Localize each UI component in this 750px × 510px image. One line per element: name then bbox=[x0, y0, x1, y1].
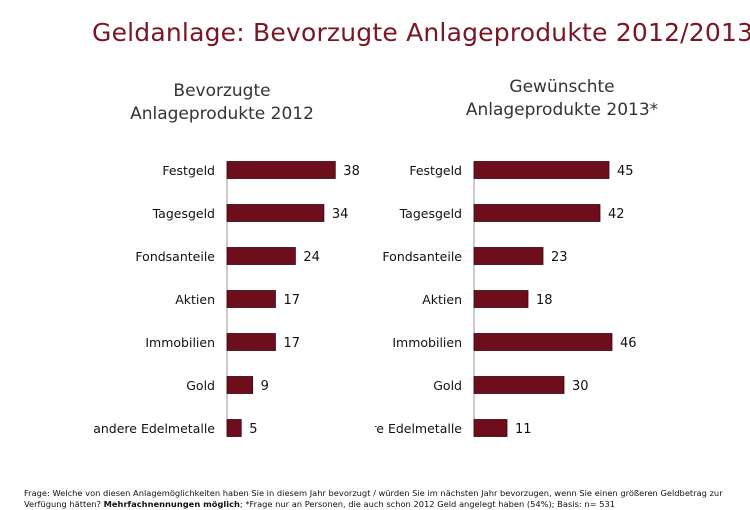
value-label-2013: 18 bbox=[536, 293, 553, 308]
category-label-2012: andere Edelmetalle bbox=[93, 421, 215, 436]
value-label-2012: 17 bbox=[283, 293, 300, 308]
value-label-2012: 5 bbox=[249, 422, 257, 437]
bar-2013 bbox=[473, 419, 508, 437]
value-label-2012: 38 bbox=[343, 164, 360, 179]
footnote-text-end: ; *Frage nur an Personen, die auch schon… bbox=[239, 499, 616, 509]
chart-subtitle-2013: Gewünschte Anlageprodukte 2013* bbox=[452, 76, 672, 122]
value-label-2013: 11 bbox=[515, 422, 532, 437]
category-label-2012: Gold bbox=[186, 378, 215, 393]
value-label-2012: 24 bbox=[303, 250, 320, 265]
bar-2012 bbox=[226, 161, 336, 179]
value-label-2013: 45 bbox=[617, 164, 634, 179]
value-label-2012: 17 bbox=[283, 336, 300, 351]
bar-2013 bbox=[473, 333, 613, 351]
category-label-2012: Festgeld bbox=[162, 163, 215, 178]
bar-2012 bbox=[226, 333, 276, 351]
category-label-2012: Fondsanteile bbox=[135, 249, 215, 264]
chart-subtitle-2012-line-2: Anlageprodukte 2012 bbox=[130, 104, 314, 124]
value-label-2013: 42 bbox=[608, 207, 625, 222]
chart-subtitle-2012: Bevorzugte Anlageprodukte 2012 bbox=[112, 80, 332, 126]
footnote: Frage: Welche von diesen Anlagemöglichke… bbox=[24, 488, 739, 510]
category-label-2013: Fondsanteile bbox=[382, 249, 462, 264]
bar-2013 bbox=[473, 247, 544, 265]
category-label-2013: Aktien bbox=[422, 292, 462, 307]
footnote-bold-text: Mehrfachnennungen möglich bbox=[103, 499, 240, 509]
value-label-2012: 9 bbox=[261, 379, 269, 394]
bar-2013 bbox=[473, 376, 565, 394]
category-label-2012: Immobilien bbox=[145, 335, 215, 350]
value-label-2013: 23 bbox=[551, 250, 568, 265]
category-label-2013: andere Edelmetalle bbox=[375, 421, 462, 436]
page-title: Geldanlage: Bevorzugte Anlageprodukte 20… bbox=[92, 18, 750, 47]
category-label-2013: Tagesgeld bbox=[399, 206, 462, 221]
chart-subtitle-2013-line-1: Gewünschte bbox=[509, 77, 615, 97]
category-label-2012: Aktien bbox=[175, 292, 215, 307]
bar-2013 bbox=[473, 290, 529, 308]
category-label-2012: Tagesgeld bbox=[152, 206, 215, 221]
bar-2013 bbox=[473, 161, 610, 179]
category-label-2013: Festgeld bbox=[409, 163, 462, 178]
chart-subtitle-2012-line-1: Bevorzugte bbox=[173, 81, 271, 101]
bar-2012 bbox=[226, 247, 296, 265]
bar-chart-2012: Festgeld 38 Tagesgeld 34 Fondsanteile 24 Aktie… bbox=[93, 161, 360, 437]
bar-2012 bbox=[226, 204, 325, 222]
value-label-2013: 46 bbox=[620, 336, 637, 351]
footnote-text: Frage: Welche von diesen Anlagemöglichke… bbox=[24, 488, 723, 509]
bar-chart-2013: Festgeld 45 Tagesgeld 42 Fondsanteile 23 Aktie… bbox=[375, 161, 637, 437]
bar-2013 bbox=[473, 204, 601, 222]
bar-2012 bbox=[226, 419, 242, 437]
chart-subtitle-2013-line-2: Anlageprodukte 2013* bbox=[465, 100, 659, 120]
category-label-2013: Immobilien bbox=[392, 335, 462, 350]
value-label-2013: 30 bbox=[572, 379, 589, 394]
value-label-2012: 34 bbox=[332, 207, 349, 222]
bar-2012 bbox=[226, 376, 254, 394]
category-label-2013: Gold bbox=[433, 378, 462, 393]
bar-2012 bbox=[226, 290, 276, 308]
